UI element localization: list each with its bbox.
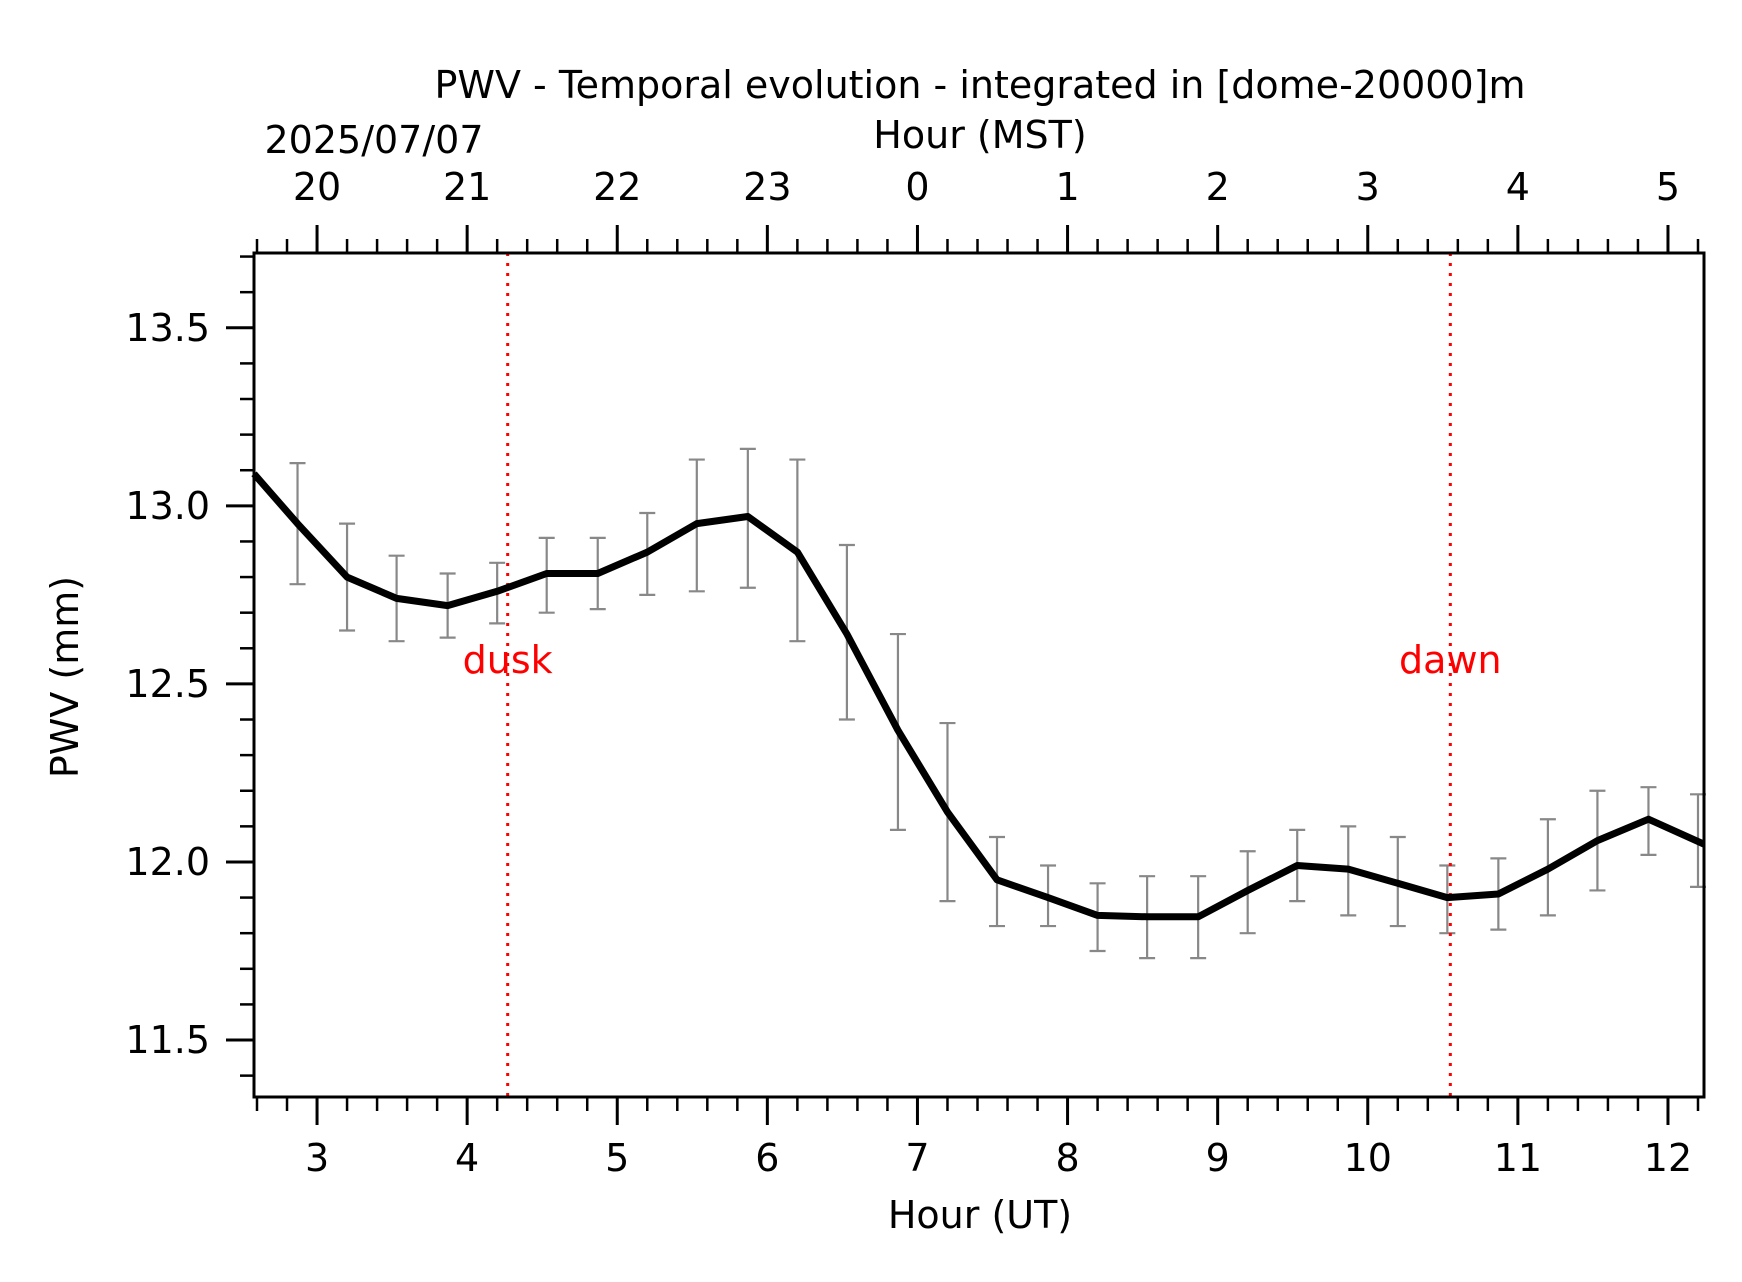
x-tick-label: 5 [605, 1136, 629, 1180]
x-tick-label: 12 [1644, 1136, 1692, 1180]
x-tick-label: 9 [1206, 1136, 1230, 1180]
x2-tick-label: 1 [1055, 165, 1079, 209]
chart-title: PWV - Temporal evolution - integrated in… [434, 63, 1525, 107]
x-axis-label: Hour (UT) [888, 1193, 1072, 1237]
plot-frame [252, 251, 1706, 1099]
x2-tick-label: 20 [293, 165, 341, 209]
x2-tick-label: 3 [1356, 165, 1380, 209]
x2-tick-label: 0 [905, 165, 929, 209]
x-tick-label: 7 [905, 1136, 929, 1180]
x2-tick-label: 2 [1206, 165, 1230, 209]
date-label: 2025/07/07 [264, 118, 483, 162]
marker-label-dawn: dawn [1399, 638, 1502, 682]
marker-label-dusk: dusk [463, 638, 553, 682]
y-tick-label: 13.5 [125, 306, 210, 350]
y-axis-label: PWV (mm) [43, 576, 87, 778]
x-tick-label: 3 [305, 1136, 329, 1180]
x-tick-label: 11 [1494, 1136, 1542, 1180]
x2-tick-label: 5 [1656, 165, 1680, 209]
axis-ticks [226, 225, 1700, 1125]
dusk-dawn-markers: dusk dawn [463, 253, 1502, 1097]
y-tick-label: 12.0 [125, 840, 210, 884]
x-tick-label: 10 [1344, 1136, 1392, 1180]
y-tick-label: 11.5 [125, 1018, 210, 1062]
x-tick-label: 8 [1055, 1136, 1079, 1180]
x2-tick-label: 4 [1506, 165, 1530, 209]
x-tick-label: 6 [755, 1136, 779, 1180]
y-tick-label: 12.5 [125, 662, 210, 706]
x2-tick-label: 22 [593, 165, 641, 209]
x-tick-label: 4 [455, 1136, 479, 1180]
x2-tick-label: 21 [443, 165, 491, 209]
y-tick-label: 13.0 [125, 484, 210, 528]
top-axis-label: Hour (MST) [873, 113, 1086, 157]
x2-tick-label: 23 [743, 165, 791, 209]
pwv-series-line [251, 471, 1706, 921]
